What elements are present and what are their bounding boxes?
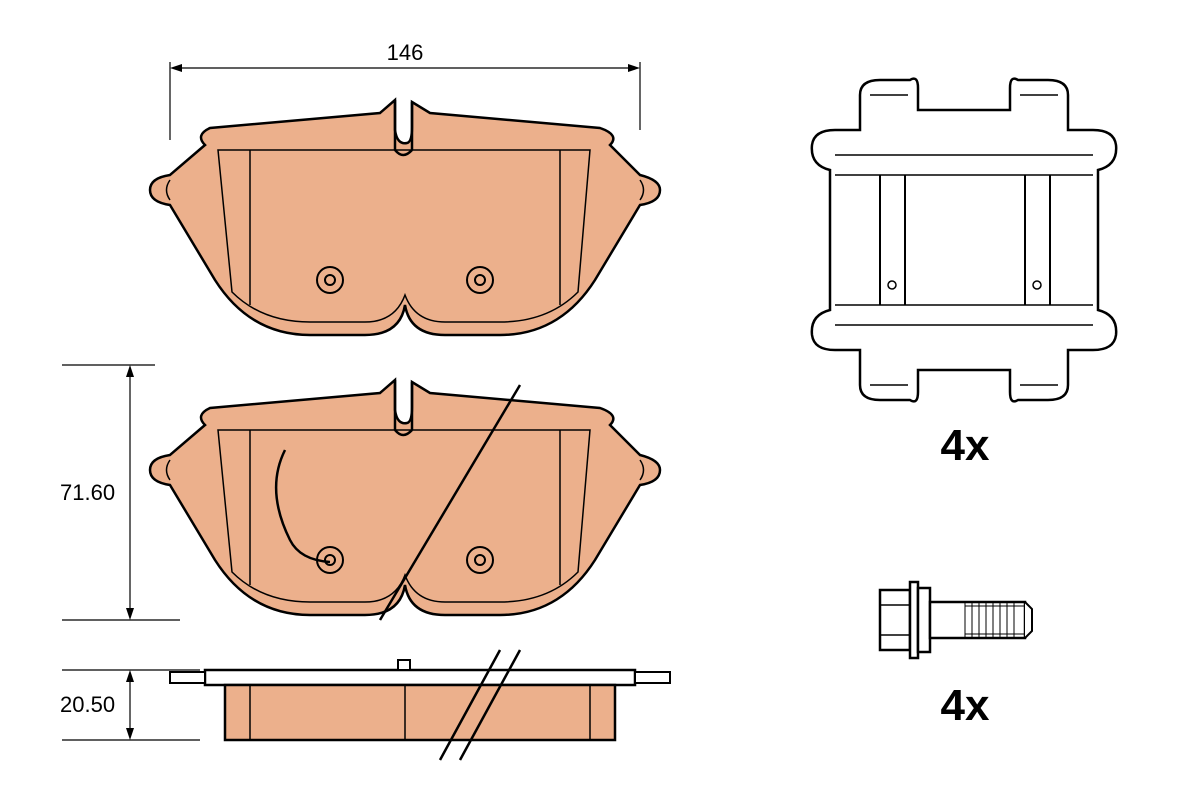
dimension-thickness-value: 20.50 — [60, 692, 115, 717]
hardware-clip — [812, 79, 1116, 402]
brake-pad-side-profile — [170, 650, 670, 760]
brake-pad-front-top — [150, 100, 660, 335]
brake-pad-technical-drawing: 146 71.60 20.50 — [0, 0, 1200, 800]
hardware-bolt — [880, 582, 1032, 658]
dimension-height: 71.60 — [60, 365, 180, 620]
quantity-bolts: 4x — [941, 681, 990, 730]
brake-pad-front-bottom — [150, 380, 660, 620]
dimension-width-value: 146 — [387, 40, 424, 65]
quantity-clips: 4x — [941, 421, 990, 470]
dimension-height-value: 71.60 — [60, 480, 115, 505]
